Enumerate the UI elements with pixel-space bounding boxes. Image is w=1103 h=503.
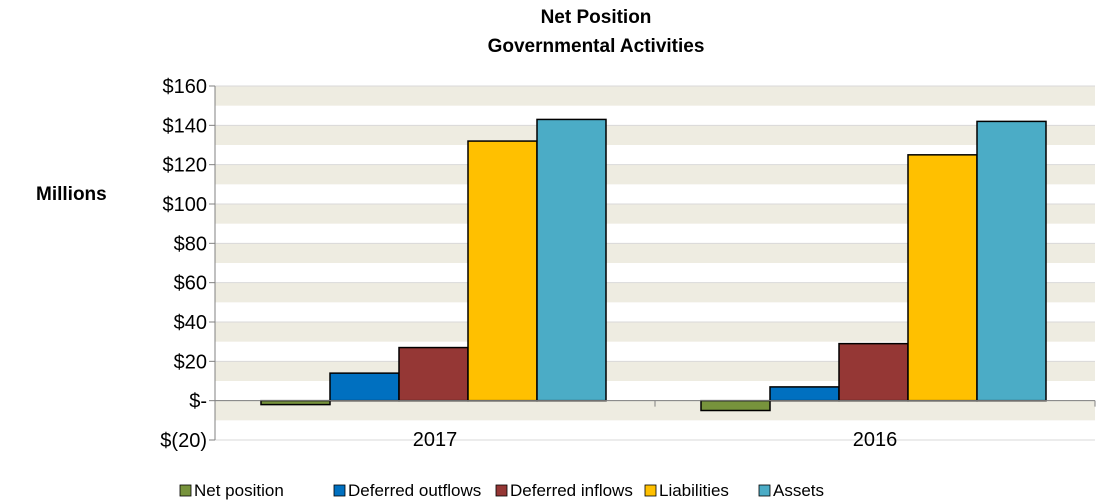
bar-deferred-inflows-2017 (398, 346, 469, 402)
axes (214, 86, 1096, 440)
y-tick-label: $120 (163, 155, 208, 177)
legend-swatch-deferred-inflows (495, 484, 508, 497)
y-tick-label: $80 (174, 233, 207, 255)
bar-deferred-inflows-2016 (838, 342, 909, 402)
legend-label: Deferred inflows (510, 481, 633, 500)
legend-swatch-deferred-outflows (333, 484, 346, 497)
legend-swatch-assets (758, 484, 771, 497)
plot-band (215, 204, 1095, 224)
legend-swatch-liabilities (644, 484, 657, 497)
plot-band (215, 164, 1095, 185)
plot-band (215, 125, 1095, 145)
y-axis-ticks: $160 $140 $120 $100 $80 $60 $40 $20 $- $(20) (160, 76, 215, 452)
category-label: 2017 (413, 429, 458, 451)
legend-label: Liabilities (659, 481, 729, 500)
bar-liabilities-2017 (467, 140, 538, 402)
plot-band (215, 322, 1095, 342)
legend-label: Deferred outflows (348, 481, 481, 500)
category-labels: 2017 2016 (413, 429, 898, 451)
y-tick-label: $40 (174, 312, 207, 334)
y-tick-label: $- (189, 391, 207, 413)
bar-deferred-outflows-2017 (329, 372, 400, 402)
plot-band (215, 400, 1095, 421)
y-axis-label: Millions (36, 184, 107, 205)
y-tick-label: $140 (163, 115, 208, 137)
bar-net-position-2016 (700, 399, 771, 412)
y-tick-label: $20 (174, 351, 207, 373)
y-tick-label: $100 (163, 194, 208, 216)
plot-background-bands (215, 86, 1095, 421)
bar-deferred-outflows-2016 (769, 386, 840, 402)
legend-label: Net position (194, 481, 284, 500)
bar-assets-2017 (536, 118, 607, 402)
legend-swatch-net-position (179, 484, 192, 497)
bar-net-position-2017 (260, 399, 331, 406)
chart-title: Net Position (541, 7, 652, 28)
bars (260, 118, 1047, 412)
bar-assets-2016 (976, 120, 1047, 402)
legend: Net position Deferred outflows Deferred in… (179, 481, 824, 500)
y-tick-label: $160 (163, 76, 208, 98)
y-tick-label: $60 (174, 273, 207, 295)
bar-liabilities-2016 (907, 154, 978, 402)
category-label: 2016 (853, 429, 898, 451)
chart-subtitle: Governmental Activities (488, 36, 705, 57)
plot-band (215, 282, 1095, 303)
legend-label: Assets (773, 481, 824, 500)
plot-band (215, 86, 1095, 106)
plot-band (215, 243, 1095, 263)
y-tick-label: $(20) (160, 430, 207, 452)
